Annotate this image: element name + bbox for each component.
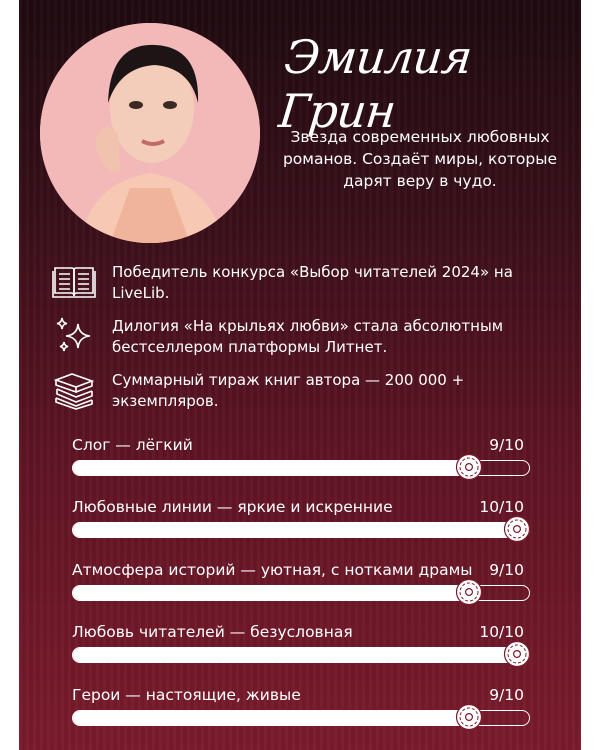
rating-slider[interactable]: [72, 578, 530, 606]
fact-item: Суммарный тираж книг автора — 200 000 + …: [52, 370, 532, 412]
rating-slider[interactable]: [72, 640, 531, 668]
fact-item: Победитель конкурса «Выбор читателей 202…: [52, 262, 532, 304]
open-book-icon: [52, 267, 96, 298]
donut-knob-icon[interactable]: [503, 640, 531, 668]
author-portrait: [40, 23, 260, 243]
rating-fill: [73, 523, 517, 537]
author-name: Эмилия Грин: [276, 30, 475, 138]
fact-text: Победитель конкурса «Выбор читателей 202…: [112, 263, 513, 302]
rating-slider[interactable]: [72, 515, 531, 543]
rating-label: Атмосфера историй — уютная, с нотками др…: [72, 561, 473, 579]
rating-label: Герои — настоящие, живые: [72, 686, 301, 704]
donut-knob-icon[interactable]: [455, 453, 483, 481]
donut-knob-icon[interactable]: [455, 703, 483, 731]
rating-fill: [73, 711, 469, 725]
donut-knob-icon[interactable]: [455, 578, 483, 606]
rating-score: 10/10: [479, 623, 524, 641]
author-tagline: Звезда современных любовных романов. Соз…: [282, 128, 558, 190]
rating-score: 10/10: [479, 498, 524, 516]
rating-slider[interactable]: [72, 453, 530, 481]
rating-label: Слог — лёгкий: [72, 436, 193, 454]
fact-text: Суммарный тираж книг автора — 200 000 + …: [112, 371, 465, 410]
donut-knob-icon[interactable]: [503, 515, 531, 543]
rating-score: 9/10: [489, 561, 524, 579]
rating-slider[interactable]: [72, 703, 530, 731]
rating-fill: [73, 648, 517, 662]
fact-text: Дилогия «На крыльях любви» стала абсолют…: [112, 317, 504, 356]
rating-fill: [73, 461, 469, 475]
book-stack-icon: [53, 373, 95, 410]
rating-label: Любовные линии — яркие и искренние: [72, 498, 393, 516]
rating-score: 9/10: [489, 436, 524, 454]
fact-item: Дилогия «На крыльях любви» стала абсолют…: [52, 316, 532, 358]
rating-fill: [73, 586, 469, 600]
sparkles-icon: [56, 317, 91, 352]
rating-label: Любовь читателей — безусловная: [72, 623, 353, 641]
rating-score: 9/10: [489, 686, 524, 704]
